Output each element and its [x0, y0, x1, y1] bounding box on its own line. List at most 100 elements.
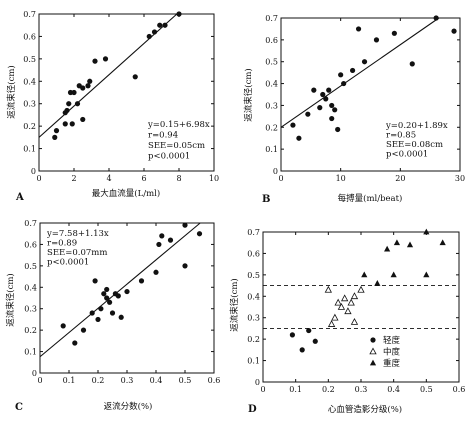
data-point [98, 306, 104, 312]
data-point [384, 245, 391, 252]
y-tick-label: 0 [32, 369, 37, 378]
y-tick-label: 0.5 [24, 262, 37, 271]
data-point [332, 107, 338, 113]
y-tick-label: 0.3 [265, 101, 278, 110]
y-tick-label: 0.3 [247, 314, 260, 323]
data-point [406, 241, 414, 248]
data-point [64, 107, 70, 114]
y-tick-label: 0.1 [247, 357, 260, 366]
plot-frame [38, 13, 215, 172]
regression-line [38, 13, 178, 138]
data-point [69, 121, 75, 127]
data-point [132, 74, 138, 80]
annotation-text: SEE=0.05cm [148, 141, 205, 151]
x-tick-label: 0.4 [150, 376, 163, 385]
x-axis-label: 每搏量(ml/beat) [338, 193, 403, 204]
regression-line [280, 17, 440, 128]
x-tick-label: 4 [106, 174, 111, 183]
data-point [312, 338, 318, 344]
x-tick-label: 0.5 [420, 385, 433, 394]
y-tick-label: 0.6 [23, 32, 36, 41]
data-point [102, 56, 109, 62]
data-point [182, 263, 188, 269]
data-point [433, 15, 439, 21]
data-point [350, 317, 359, 325]
annotation-text: p<0.0001 [386, 150, 428, 160]
plot-frame [280, 17, 461, 172]
data-point [115, 293, 121, 299]
data-point [340, 294, 349, 302]
data-point [393, 239, 401, 246]
data-point [423, 228, 430, 235]
data-point [296, 135, 302, 141]
data-point [350, 67, 356, 74]
annotation-text: p<0.0001 [148, 152, 190, 162]
data-point [109, 310, 116, 316]
y-tick-label: 0.1 [265, 145, 278, 154]
panel-A: 0 2 4 6 8 10 0 0.1 0.2 0.3 0.4 0.5 0.6 0.7 最大血流量(L/ml)… [6, 10, 219, 203]
data-point [337, 302, 346, 310]
data-point [311, 87, 317, 93]
annotation-text: SEE=0.08cm [386, 140, 443, 150]
regression-line [39, 222, 201, 358]
panel-letter: D [248, 404, 257, 415]
panel-C: 0 0.1 0.2 0.3 0.4 0.5 0.6 0 0.1 0.2 0.3 0.4 0.5 0.6 0.… [5, 219, 220, 413]
panel-D: 0 0.1 0.2 0.3 0.4 0.5 0.6 0 0.1 0.2 0.3 0.4 0.5 0.6 0.… [229, 228, 465, 415]
data-point [361, 59, 368, 65]
data-point [357, 285, 365, 293]
data-point [182, 222, 188, 228]
panel-B: 0 10 20 30 0 0.1 0.2 0.3 0.4 0.5 0.6 0.7 每搏量(ml/beat… [243, 14, 465, 205]
x-tick-label: 0.2 [322, 385, 335, 394]
data-point [390, 271, 397, 278]
data-point [409, 61, 415, 67]
y-tick-label: 0.7 [23, 10, 36, 19]
y-tick-label: 0.6 [247, 249, 260, 258]
x-tick-label: 0 [278, 174, 283, 183]
data-point [196, 231, 203, 237]
data-point [80, 85, 86, 91]
y-tick-label: 0.6 [24, 240, 37, 249]
annotation-text: r=0.94 [148, 131, 178, 141]
y-tick-label: 0 [273, 167, 278, 176]
data-point [289, 332, 295, 338]
data-point [331, 313, 339, 321]
y-tick-label: 0.4 [247, 292, 260, 301]
panel-letter: B [262, 194, 270, 205]
y-axis-label: 返流束径(cm) [229, 278, 240, 331]
y-tick-label: 0.1 [24, 348, 37, 357]
legend-label: 中度 [383, 347, 401, 358]
data-point [327, 320, 336, 327]
data-point [439, 239, 446, 246]
y-tick-label: 0.3 [23, 100, 36, 109]
data-point [423, 271, 430, 278]
legend-label: 轻度 [383, 335, 401, 346]
data-point [323, 96, 329, 102]
data-point [176, 11, 182, 17]
data-point [299, 347, 305, 353]
annotation-text: r=0.85 [386, 131, 416, 141]
y-tick-label: 0.5 [265, 58, 278, 67]
x-tick-label: 0 [260, 385, 265, 394]
data-point [373, 37, 380, 43]
data-point [101, 291, 107, 297]
data-point [329, 115, 335, 122]
y-tick-label: 0.3 [24, 305, 37, 314]
data-point [66, 101, 72, 107]
data-point [124, 288, 130, 295]
x-tick-label: 0 [36, 174, 41, 183]
data-point [338, 72, 344, 78]
data-point [71, 89, 77, 96]
data-point [347, 298, 355, 306]
annotation-text: y=0.15+6.98x [147, 120, 210, 130]
data-point [341, 80, 347, 87]
data-point [92, 58, 98, 64]
y-tick-label: 0.6 [265, 36, 278, 45]
data-point [85, 83, 91, 89]
data-point [95, 316, 101, 323]
y-tick-label: 0.7 [24, 219, 37, 228]
legend-marker [370, 337, 376, 343]
data-point [118, 314, 124, 320]
data-point [334, 298, 342, 306]
y-axis-label: 返流束径(cm) [6, 65, 17, 118]
